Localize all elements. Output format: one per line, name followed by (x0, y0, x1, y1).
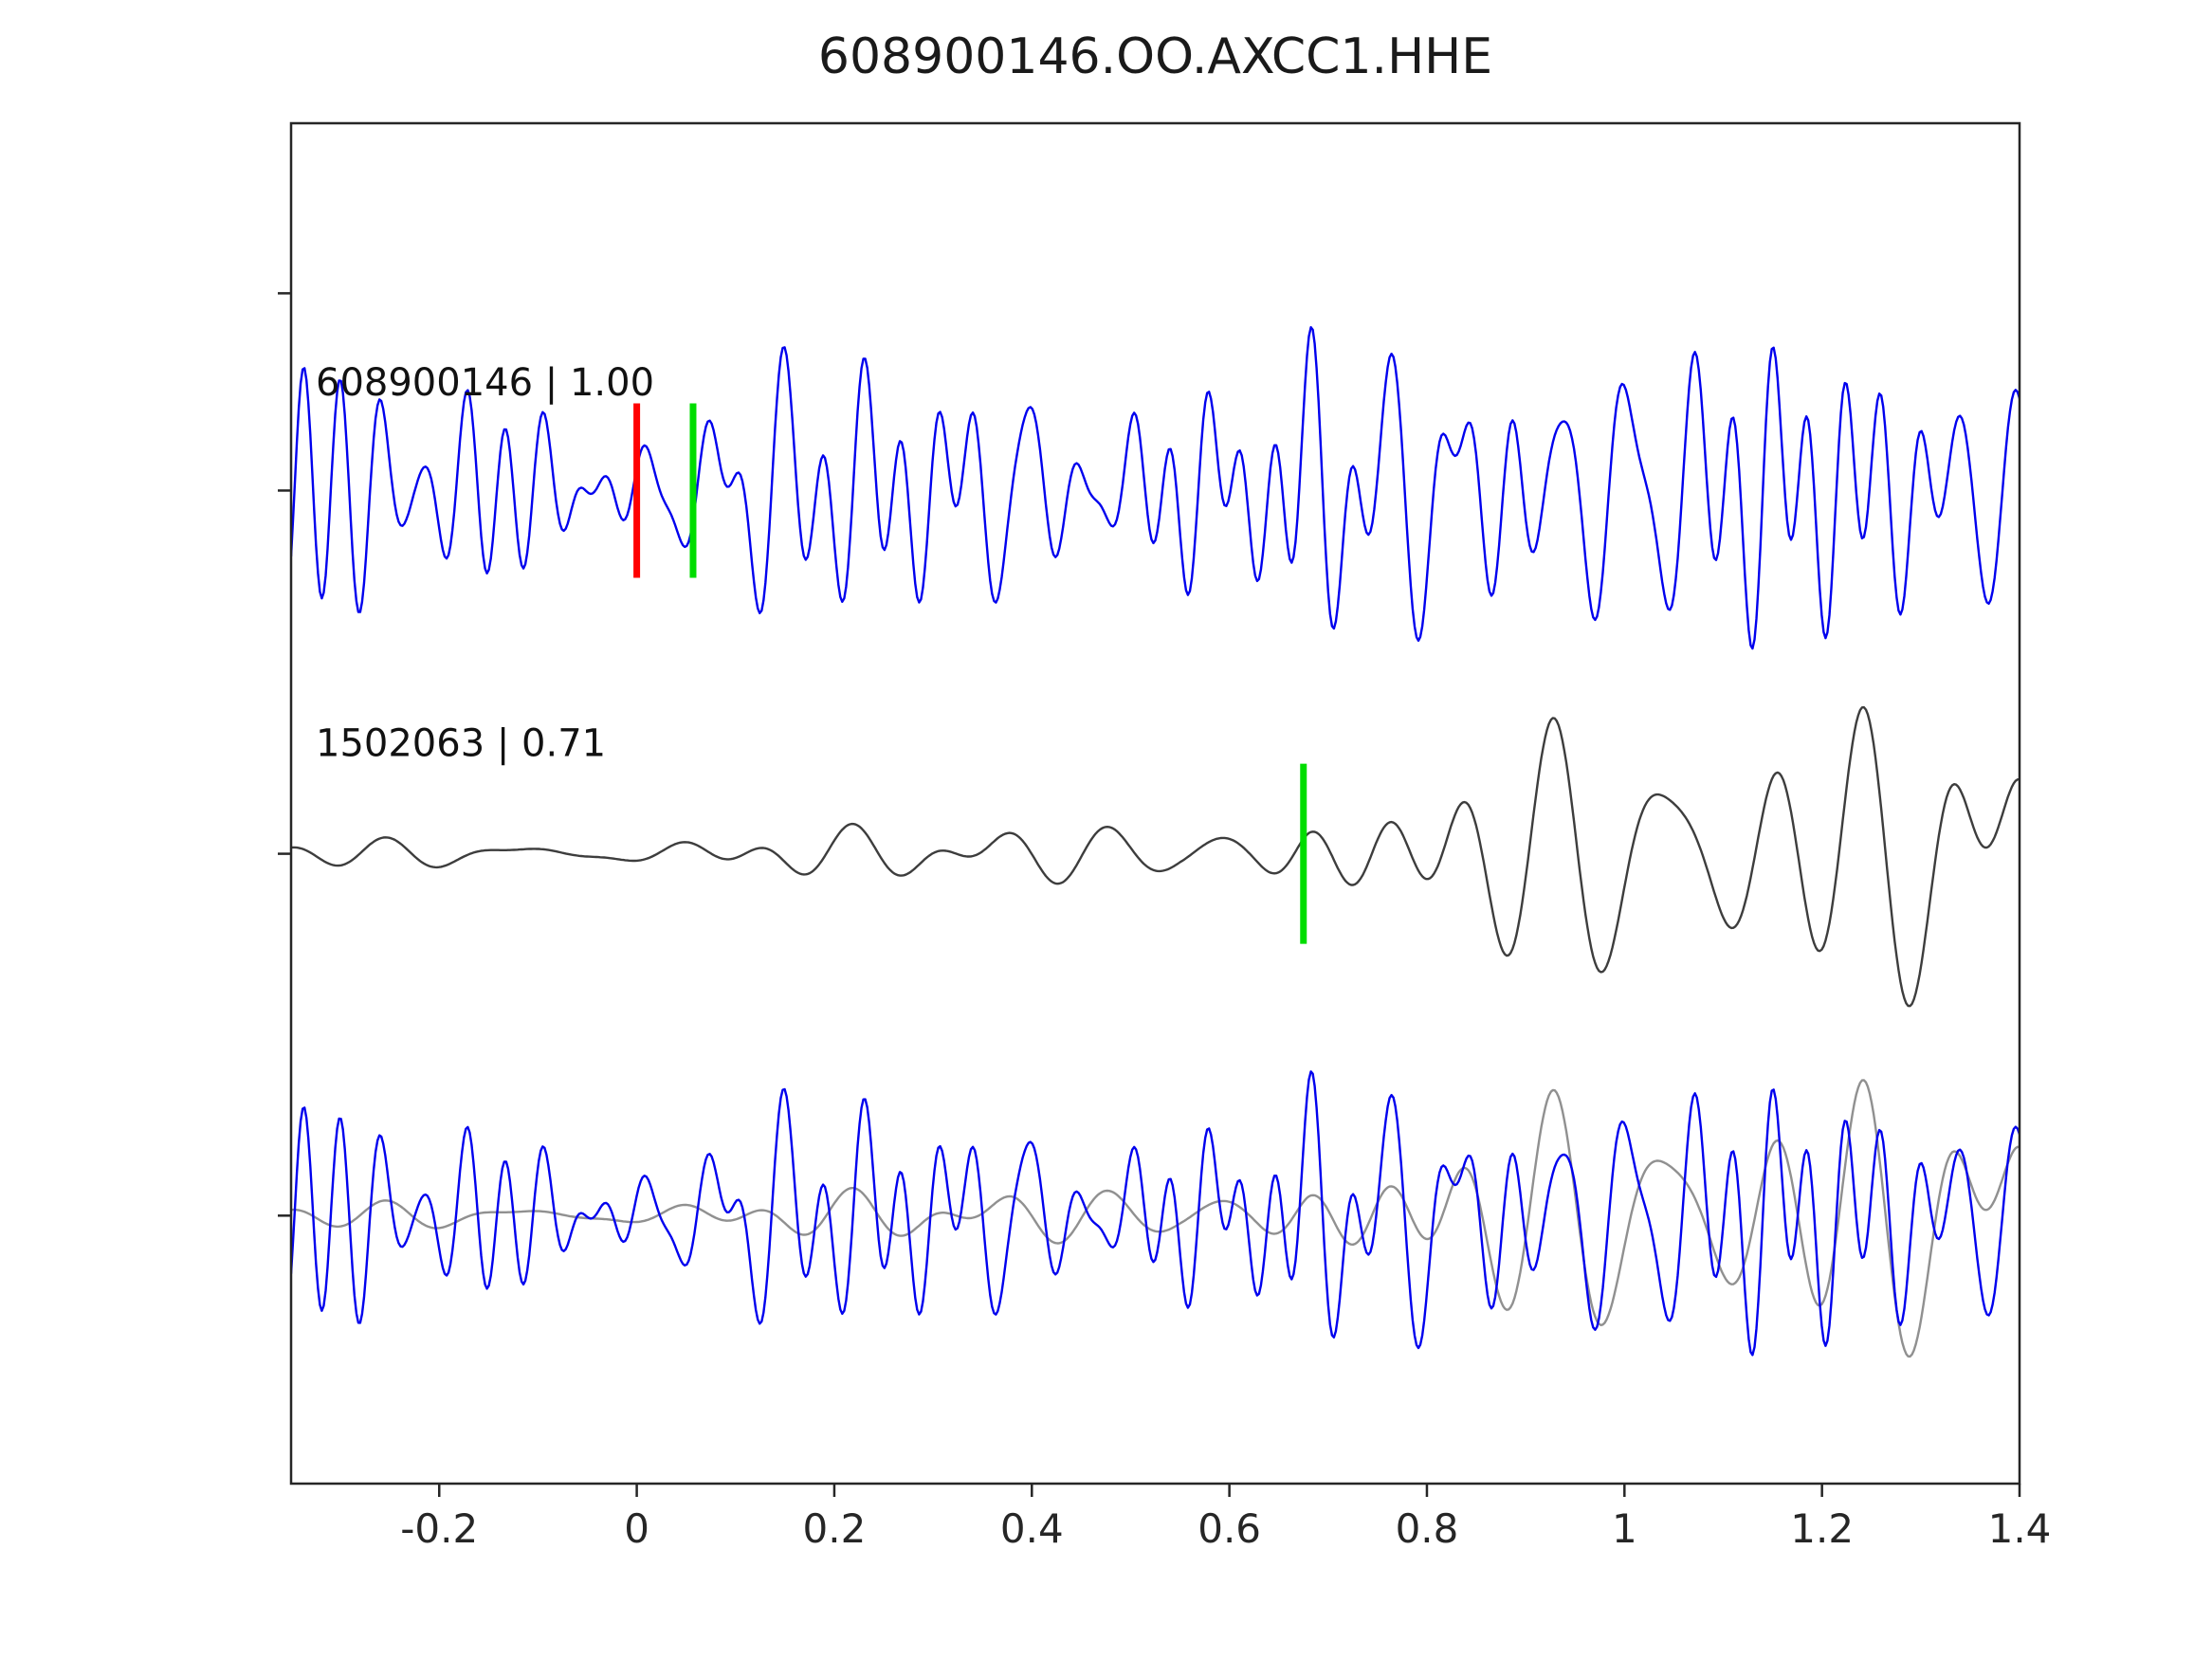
x-axis-tick-label: 0.2 (803, 1505, 867, 1552)
x-axis-tick-label: 0.4 (1000, 1505, 1064, 1552)
trace-1502063-overlay (291, 1079, 2020, 1358)
axes-box (289, 121, 2021, 1486)
x-axis-tick-label: 1 (1612, 1505, 1637, 1552)
trace-1502063 (291, 705, 2020, 1008)
x-axis-tick-label: 0.8 (1396, 1505, 1459, 1552)
trace-608900146-overlay (291, 1070, 2020, 1357)
chart-title: 608900146.OO.AXCC1.HHE (817, 28, 1493, 85)
x-axis-tick-label: 0.6 (1197, 1505, 1261, 1552)
x-axis-tick-label: 0 (624, 1505, 649, 1552)
template-label: 608900146 | 1.00 (316, 361, 654, 405)
x-axis-tick-label: 1.2 (1790, 1505, 1854, 1552)
trace-608900146 (291, 326, 2020, 650)
x-axis-tick-label: -0.2 (400, 1505, 478, 1552)
detection-label: 1502063 | 0.71 (316, 721, 606, 765)
x-axis-tick-label: 1.4 (1988, 1505, 2052, 1552)
